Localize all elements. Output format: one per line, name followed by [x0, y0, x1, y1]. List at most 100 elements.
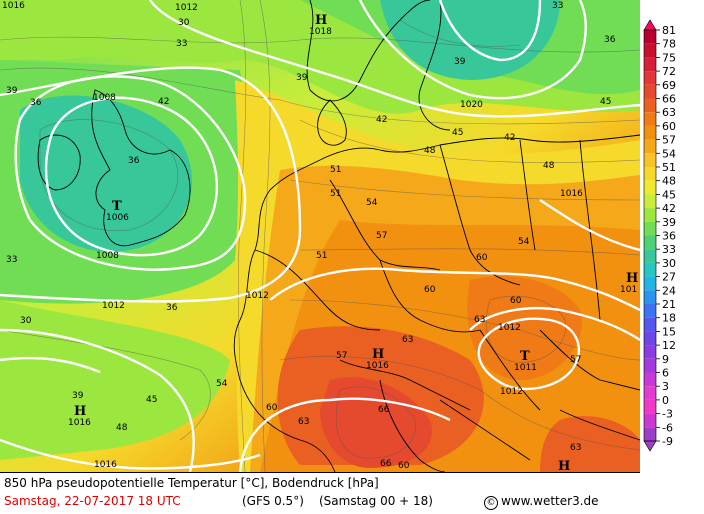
copyright: © www.wetter3.de — [484, 494, 599, 510]
theta-e-label: 33 — [6, 255, 17, 265]
isobar-label: 1012 — [102, 301, 125, 311]
website-link[interactable]: www.wetter3.de — [501, 494, 599, 508]
theta-e-contours — [0, 0, 640, 472]
legend-swatch — [644, 84, 656, 99]
theta-e-label: 66 — [378, 405, 390, 415]
legend-tick-label: 3 — [662, 380, 669, 393]
legend-swatch — [644, 290, 656, 304]
legend-swatch — [644, 125, 656, 140]
legend-swatch — [644, 399, 656, 414]
legend-tick-label: 54 — [662, 147, 676, 160]
theta-e-label: 60 — [476, 253, 488, 263]
legend-tick-label: 63 — [662, 106, 676, 119]
pressure-center-symbol: H — [74, 404, 86, 419]
color-scale: 8178757269666360575451484542393633302724… — [643, 19, 676, 452]
isobar-label: 1020 — [460, 100, 483, 110]
isobar-label: 1008 — [96, 251, 119, 261]
legend-tick-label: 21 — [662, 298, 676, 311]
legend-swatch — [644, 30, 656, 44]
theta-e-label: 63 — [402, 335, 413, 345]
legend-tick-label: 72 — [662, 65, 676, 78]
theta-e-label: 48 — [116, 423, 128, 433]
theta-e-label: 30 — [20, 316, 32, 326]
legend-tick-label: 45 — [662, 188, 676, 201]
legend-arrow-bottom — [643, 440, 657, 452]
weather-map: H 1018 T 1006 H 1016 T 1011 H 1016 H 101… — [0, 0, 640, 472]
theta-e-label: 51 — [330, 165, 341, 175]
theta-e-label: 33 — [552, 1, 563, 11]
pressure-center-value: 1016 — [68, 418, 91, 428]
legend-arrow-top — [643, 19, 657, 31]
legend-swatch — [644, 71, 656, 85]
isobar-label: 1012 — [500, 387, 523, 397]
legend-swatch — [644, 139, 656, 154]
theta-e-label: 48 — [543, 161, 555, 171]
theta-e-label: 36 — [166, 303, 178, 313]
pressure-center-value: 101 — [620, 285, 637, 295]
theta-e-label: 48 — [424, 146, 436, 156]
legend-swatch — [644, 331, 656, 346]
legend-swatch — [644, 345, 656, 359]
pressure-center-value: 1018 — [309, 27, 332, 37]
color-scale-legend: 81 78 75 72 69 66 63 60 57 54 51 48 45 42 39 36 33 30 27 24… — [640, 0, 704, 472]
pressure-center-symbol: T — [112, 199, 122, 214]
legend-swatch — [644, 112, 656, 126]
theta-e-label: 63 — [570, 443, 581, 453]
legend-tick-label: 6 — [662, 367, 669, 380]
theta-e-label: 60 — [424, 285, 436, 295]
legend-tick-label: 69 — [662, 79, 676, 92]
legend-tick-label: 78 — [662, 38, 676, 51]
pressure-center-symbol: H — [315, 13, 327, 28]
legend-tick-label: -9 — [662, 435, 673, 448]
isobar-label: 1012 — [175, 3, 198, 13]
theta-e-label: 45 — [146, 395, 157, 405]
theta-e-label: 57 — [376, 231, 387, 241]
pressure-centers: H 1018 T 1006 H 1016 T 1011 H 1016 H 101… — [68, 13, 638, 472]
theta-e-label: 36 — [128, 156, 140, 166]
legend-tick-label: 24 — [662, 284, 676, 297]
legend-tick-label: 18 — [662, 312, 676, 325]
theta-e-label: 54 — [366, 198, 378, 208]
theta-e-label: 54 — [216, 379, 228, 389]
legend-swatch — [644, 180, 656, 195]
theta-e-label: 39 — [296, 73, 308, 83]
pressure-center-symbol: H — [558, 459, 570, 472]
theta-e-label: 60 — [398, 461, 410, 471]
theta-e-label: 60 — [266, 403, 278, 413]
legend-tick-label: 75 — [662, 51, 676, 64]
pressure-center-symbol: H — [372, 347, 384, 362]
color-scale-ticks: 8178757269666360575451484542393633302724… — [656, 24, 676, 448]
legend-tick-label: 30 — [662, 257, 676, 270]
legend-swatch — [644, 372, 656, 387]
legend-swatch — [644, 43, 656, 58]
legend-tick-label: 33 — [662, 243, 676, 256]
theta-e-label: 63 — [298, 417, 309, 427]
theta-e-label: 63 — [474, 315, 485, 325]
isobar-label: 1012 — [246, 291, 269, 301]
theta-e-label: 54 — [518, 237, 530, 247]
legend-tick-label: -6 — [662, 421, 673, 434]
theta-e-label: 39 — [6, 86, 18, 96]
theta-e-label: 51 — [316, 251, 327, 261]
theta-e-label: 42 — [376, 115, 387, 125]
legend-swatch — [644, 98, 656, 113]
legend-tick-label: 81 — [662, 24, 676, 37]
theta-e-label: 57 — [336, 351, 347, 361]
theta-e-label: 39 — [454, 57, 466, 67]
legend-swatch — [644, 317, 656, 332]
legend-swatch — [644, 262, 656, 277]
map-footer: 850 hPa pseudopotentielle Temperatur [°C… — [0, 472, 640, 514]
legend-swatch — [644, 235, 656, 250]
legend-swatch — [644, 304, 656, 318]
theta-e-label: 51 — [330, 189, 341, 199]
theta-e-label: 33 — [176, 39, 187, 49]
legend-swatch — [644, 386, 656, 400]
legend-tick-label: 66 — [662, 93, 676, 106]
pressure-center-value: 1006 — [106, 213, 129, 223]
pressure-center-value: 1011 — [514, 363, 537, 373]
theta-e-labels: 30 33 36 36 39 39 42 42 45 48 51 54 57 6… — [6, 1, 616, 471]
theta-e-label: 42 — [158, 97, 169, 107]
legend-tick-label: 9 — [662, 353, 669, 366]
theta-e-label: 45 — [452, 128, 463, 138]
color-scale-bar — [643, 19, 657, 452]
